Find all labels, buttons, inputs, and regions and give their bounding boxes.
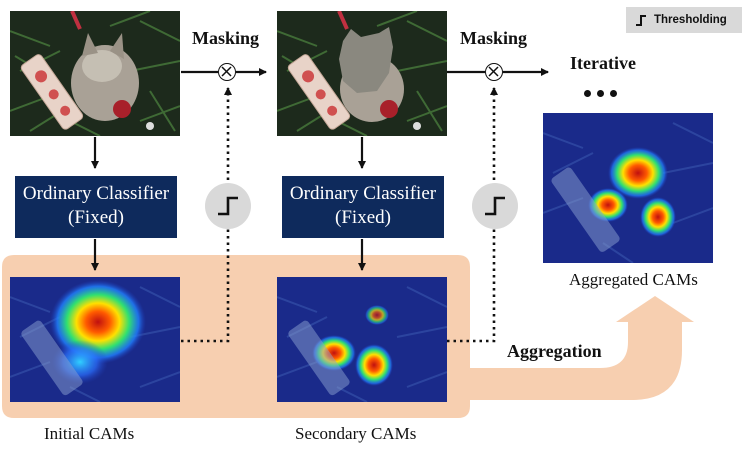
ordinary-classifier-1: Ordinary Classifier (Fixed): [15, 176, 177, 238]
input-image: [10, 11, 180, 136]
continuation-dots: [584, 84, 623, 102]
thresholding-legend: Thresholding: [626, 7, 742, 33]
masking-label-1: Masking: [192, 28, 260, 48]
threshold-node-1: [205, 183, 251, 229]
iterative-label: Iterative: [570, 53, 636, 73]
aggregation-label: Aggregation: [507, 341, 602, 361]
threshold-step-icon: [636, 15, 646, 26]
secondary-cam-heatmap: [277, 277, 447, 402]
initial-cam-heatmap: [10, 277, 180, 402]
threshold-step-icon: [485, 196, 505, 216]
aggregated-cam-heatmap: [543, 113, 713, 263]
secondary-cams-caption: Secondary CAMs: [295, 424, 417, 443]
masking-label-2: Masking: [460, 28, 528, 48]
multiply-node-2: [485, 63, 503, 81]
multiply-node-1: [218, 63, 236, 81]
ordinary-classifier-2: Ordinary Classifier (Fixed): [282, 176, 444, 238]
aggregated-cams-caption: Aggregated CAMs: [569, 270, 698, 289]
threshold-step-icon: [218, 196, 238, 216]
masked-image: [277, 11, 447, 136]
legend-label: Thresholding: [654, 14, 727, 26]
initial-cams-caption: Initial CAMs: [44, 424, 135, 443]
threshold-node-2: [472, 183, 518, 229]
